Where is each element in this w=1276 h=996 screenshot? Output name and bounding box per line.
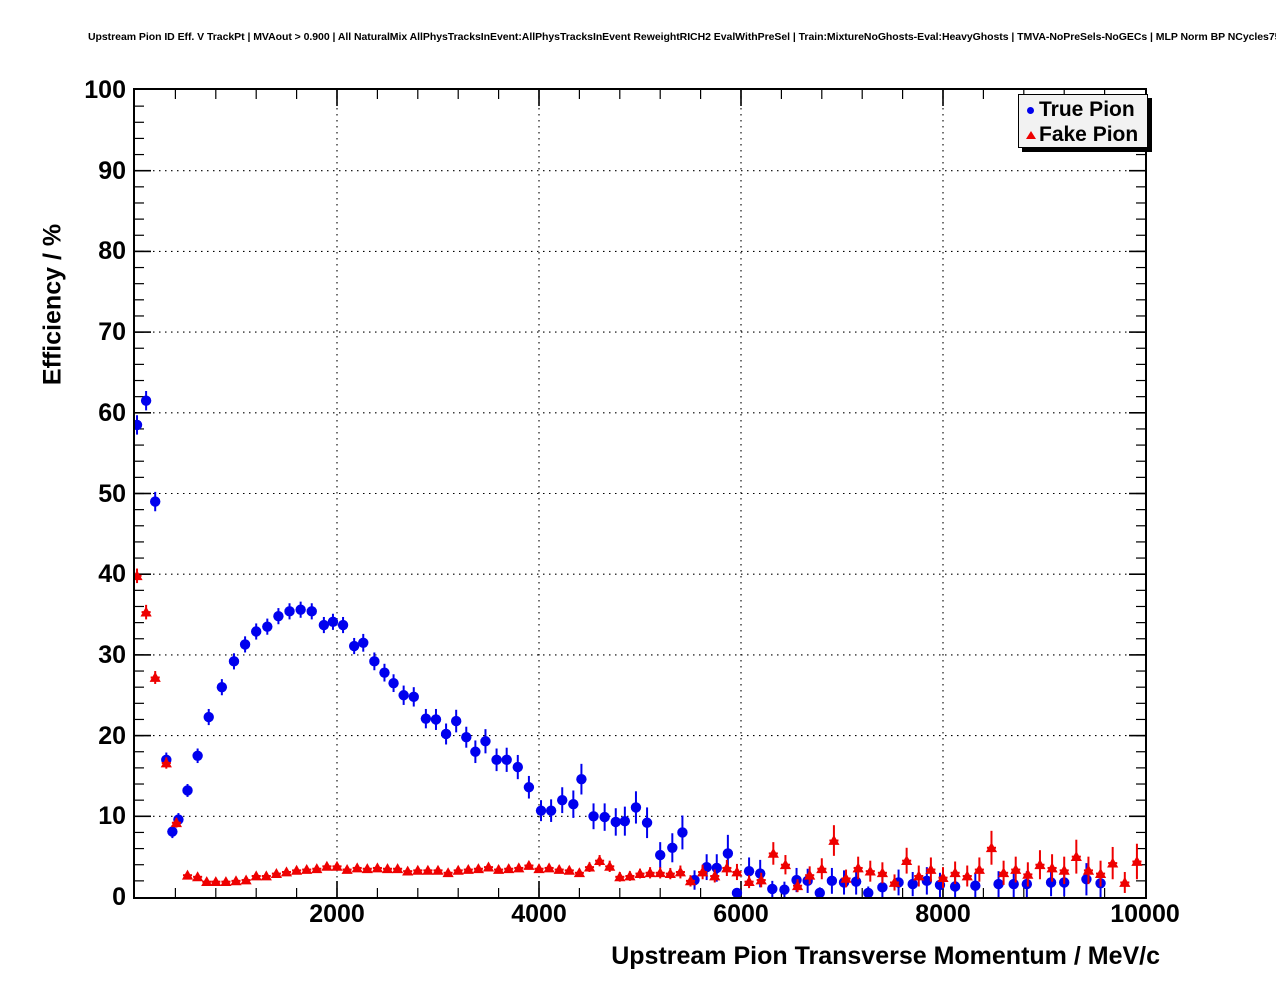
plot-title: Upstream Pion ID Eff. V TrackPt | MVAout…	[88, 31, 1276, 43]
x-tick-label: 2000	[309, 900, 365, 928]
series-fake-pion	[135, 568, 1143, 893]
series-true-pion	[135, 391, 1106, 897]
legend-box: True Pion Fake Pion	[1018, 94, 1148, 148]
x-tick-label-group: 2000 4000 6000 8000 10000	[133, 900, 1180, 942]
x-tick-label: 8000	[915, 900, 971, 928]
legend-entry-true-pion: True Pion	[1023, 97, 1135, 122]
y-tick-label: 70	[98, 318, 126, 347]
legend-label: True Pion	[1039, 98, 1135, 121]
x-tick-label: 4000	[511, 900, 567, 928]
circle-marker-icon	[1023, 100, 1039, 120]
y-tick-label: 0	[112, 883, 126, 911]
marker-glyph	[1026, 130, 1036, 139]
y-tick-label: 100	[84, 76, 126, 104]
legend-label: Fake Pion	[1039, 123, 1139, 146]
plot-frame	[133, 88, 1147, 899]
marker-glyph	[1027, 106, 1034, 114]
y-tick-label: 90	[98, 156, 126, 185]
data-series-layer	[135, 391, 1143, 897]
gridlines	[135, 90, 1145, 897]
axis-ticks	[135, 90, 1145, 897]
legend-entry-fake-pion: Fake Pion	[1023, 122, 1138, 147]
y-tick-label: 50	[98, 479, 126, 508]
y-tick-label: 80	[98, 237, 126, 266]
y-tick-label: 40	[98, 560, 126, 589]
y-tick-label: 60	[98, 398, 126, 427]
plot-svg	[135, 90, 1145, 897]
x-axis-title: Upstream Pion Transverse Momentum / MeV/…	[611, 942, 1160, 970]
y-tick-label: 30	[98, 640, 126, 669]
y-tick-label: 10	[98, 802, 126, 831]
triangle-marker-icon	[1023, 125, 1039, 145]
x-tick-label: 10000	[1110, 900, 1180, 928]
y-tick-label-group: 0 10 20 30 40 50 60 70 80 90 100	[0, 78, 126, 910]
x-tick-label: 6000	[713, 900, 769, 928]
y-tick-label: 20	[98, 721, 126, 750]
